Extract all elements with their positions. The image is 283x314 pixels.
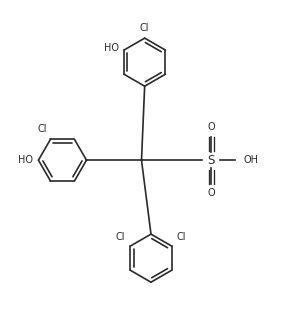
Text: Cl: Cl: [116, 232, 125, 242]
Text: Cl: Cl: [37, 124, 47, 134]
Text: Cl: Cl: [140, 23, 149, 33]
Text: OH: OH: [244, 155, 259, 165]
Text: O: O: [207, 122, 215, 132]
Text: O: O: [207, 188, 215, 198]
Text: HO: HO: [104, 43, 119, 53]
Text: HO: HO: [18, 155, 33, 165]
Text: Cl: Cl: [177, 232, 186, 242]
Text: S: S: [207, 154, 215, 167]
